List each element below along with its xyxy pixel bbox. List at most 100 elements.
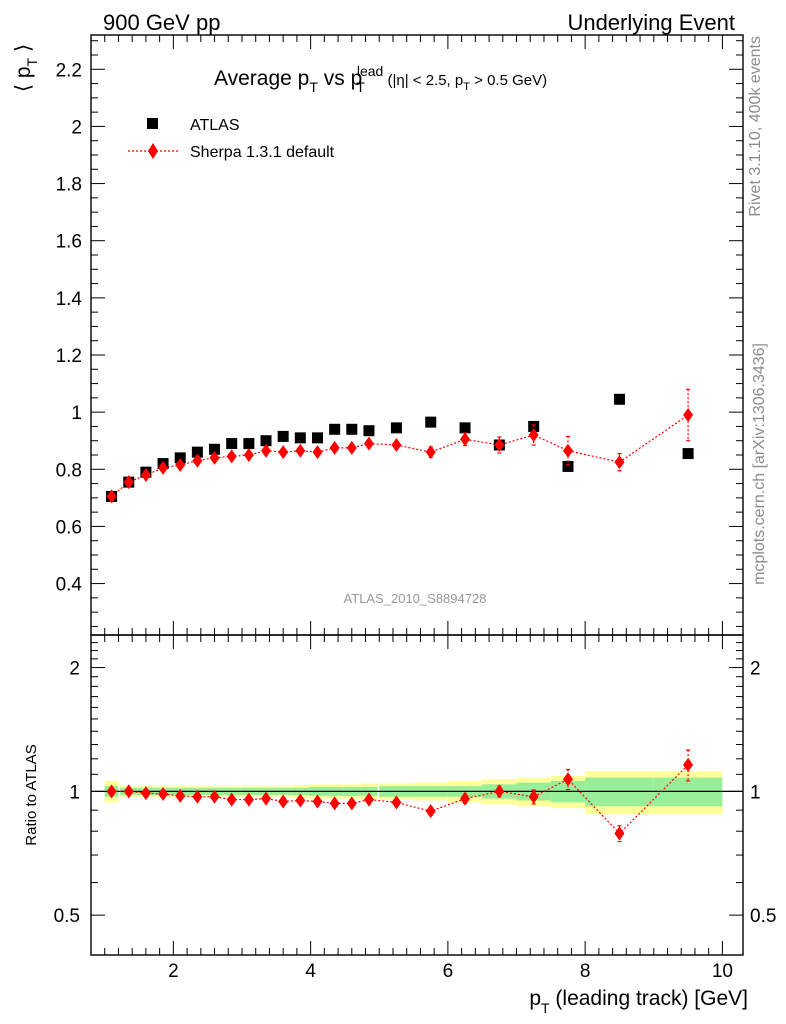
- svg-text:⟨ pT ⟩: ⟨ pT ⟩: [12, 44, 40, 92]
- main-tick-labels: 0.4 0.6 0.8 1 1.2 1.4 1.6 1.8 2 2.2: [56, 60, 83, 595]
- atlas-point: [243, 438, 255, 450]
- sherpa-point: [158, 460, 169, 475]
- ratio-point: [683, 757, 694, 772]
- atlas-point: [277, 430, 289, 442]
- x-tick-label: 10: [712, 961, 733, 982]
- sherpa-point: [175, 458, 186, 472]
- title-cuts-pre: (|η| < 2.5, p: [383, 72, 463, 89]
- sherpa-point: [391, 438, 402, 452]
- x-tick-label: 2: [168, 961, 179, 982]
- sherpa-point: [683, 408, 694, 422]
- atlas-point: [613, 393, 625, 405]
- ratio-ticks: [91, 635, 743, 955]
- sherpa-point: [528, 428, 539, 442]
- y-tick-label: 0.6: [56, 517, 82, 538]
- ratio-point: [329, 796, 340, 811]
- ylabel-p: ⟨ p: [12, 66, 35, 92]
- atlas-point: [459, 422, 471, 434]
- analysis-label: ATLAS_2010_S8894728: [344, 591, 487, 606]
- sherpa-point: [261, 443, 272, 458]
- header-left: 900 GeV pp: [103, 10, 220, 35]
- legend-atlas-label: ATLAS: [190, 117, 240, 134]
- y-tick-label-right: 0.5: [750, 906, 776, 927]
- sherpa-point: [243, 448, 254, 462]
- ratio-point: [226, 792, 237, 807]
- ratio-point: [140, 786, 151, 801]
- sherpa-point: [312, 445, 323, 460]
- sherpa-point: [209, 450, 220, 465]
- main-ylabel: ⟨ pT ⟩: [12, 44, 40, 92]
- ratio-point: [363, 792, 374, 807]
- ratio-point: [494, 784, 505, 799]
- sherpa-point: [425, 445, 436, 460]
- ratio-point: [460, 791, 471, 806]
- ratio-sherpa-markers: [106, 749, 694, 843]
- ratio-ylabel: Ratio to ATLAS: [23, 744, 40, 845]
- y-tick-label: 0.5: [54, 906, 80, 927]
- ratio-point: [391, 795, 402, 810]
- sherpa-point: [295, 443, 306, 458]
- ratio-point: [158, 787, 169, 802]
- main-frame: [90, 34, 744, 636]
- xlabel-sub-t: T: [541, 1000, 550, 1016]
- legend-sherpa-label: Sherpa 1.3.1 default: [190, 144, 335, 161]
- sherpa-point: [363, 436, 374, 451]
- ratio-point: [528, 789, 539, 804]
- sherpa-point: [562, 443, 573, 458]
- ylabel-sub-t: T: [24, 57, 40, 66]
- y-tick-label: 0.4: [56, 575, 83, 596]
- y-tick-label-right: 1: [750, 782, 761, 803]
- sherpa-point: [346, 440, 357, 455]
- y-tick-label: 2: [71, 117, 82, 138]
- atlas-markers: [106, 393, 694, 502]
- legend-sherpa-marker: [148, 143, 158, 159]
- ratio-point: [425, 804, 436, 819]
- x-tick-label: 6: [443, 961, 454, 982]
- title-sub-t2: T: [356, 79, 365, 95]
- atlas-point: [346, 423, 358, 435]
- sherpa-point: [123, 475, 134, 490]
- legend-atlas-marker: [147, 118, 158, 129]
- title-sub-t3: T: [463, 81, 470, 93]
- legend: ATLAS Sherpa 1.3.1 default: [128, 117, 335, 161]
- atlas-point: [294, 432, 306, 444]
- y-tick-label: 1: [71, 403, 82, 424]
- atlas-point: [682, 448, 694, 460]
- title-sub-t1: T: [309, 79, 318, 95]
- title-average: Average p: [214, 67, 309, 90]
- main-title: Average pT vs pTlead (|η| < 2.5, pT > 0.…: [214, 63, 547, 95]
- ratio-point: [175, 788, 186, 803]
- sherpa-point: [614, 455, 625, 470]
- sherpa-point: [226, 449, 237, 464]
- ratio-xlabel: pT (leading track) [GeV]: [529, 987, 748, 1016]
- title-sup-lead: lead: [357, 63, 383, 79]
- ratio-point: [278, 794, 289, 809]
- xlabel-rest: (leading track) [GeV]: [550, 987, 748, 1010]
- atlas-point: [562, 460, 574, 472]
- ratio-point: [295, 793, 306, 808]
- ratio-point: [243, 792, 254, 807]
- atlas-point: [174, 452, 186, 464]
- ratio-tick-labels: 0.5 0.5 1 1 2 2 2 4 6 8 10: [54, 659, 777, 982]
- mcplots-label: mcplots.cern.ch [arXiv:1306.3436]: [751, 343, 768, 585]
- ylabel-close: ⟩: [12, 44, 35, 58]
- sherpa-point: [329, 440, 340, 455]
- ratio-point: [209, 789, 220, 804]
- y-tick-label: 2: [69, 659, 80, 680]
- rivet-label: Rivet 3.1.10, 400k events: [747, 36, 764, 217]
- atlas-point: [260, 435, 272, 447]
- ratio-point: [192, 789, 203, 804]
- y-tick-label: 1: [69, 782, 80, 803]
- title-vs: vs p: [318, 67, 362, 90]
- atlas-point: [329, 423, 341, 435]
- sherpa-markers: [106, 388, 694, 504]
- xlabel-p: p: [529, 987, 541, 1010]
- y-tick-label: 1.6: [56, 232, 82, 253]
- ratio-frame: [90, 634, 744, 956]
- sherpa-point: [140, 468, 151, 482]
- y-tick-label: 0.8: [56, 460, 82, 481]
- sherpa-point: [278, 445, 289, 460]
- y-tick-label: 1.8: [56, 175, 82, 196]
- atlas-point: [209, 443, 221, 455]
